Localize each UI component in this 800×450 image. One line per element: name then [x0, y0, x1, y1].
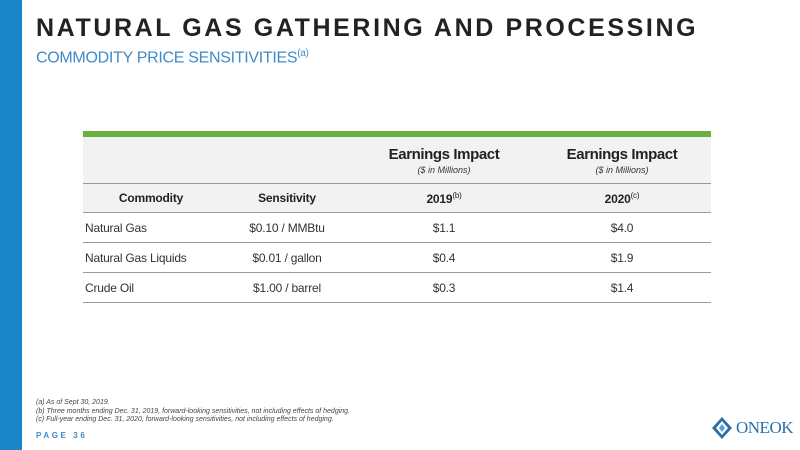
commodity-cell: Natural Gas Liquids: [83, 242, 219, 273]
impact-header-2019: Earnings Impact ($ in Millions): [355, 137, 533, 184]
column-footnote-marker: (c): [630, 190, 640, 200]
sensitivity-cell: $0.10 / MMBtu: [219, 212, 355, 243]
column-footnote-marker: (b): [452, 190, 462, 200]
commodity-cell: Natural Gas: [83, 212, 219, 243]
commodity-cell: Crude Oil: [83, 272, 219, 303]
page-number: PAGE 36: [36, 431, 88, 440]
footnote-a: (a) As of Sept 30, 2019.: [36, 399, 110, 406]
table-row: Natural Gas Liquids $0.01 / gallon $0.4 …: [83, 242, 711, 273]
impact-header-unit: ($ in Millions): [595, 164, 649, 175]
column-header-sensitivity: Sensitivity: [219, 183, 355, 213]
logo-wordmark: ONEOK: [736, 418, 794, 437]
sensitivity-table: Earnings Impact ($ in Millions) Earnings…: [83, 131, 711, 303]
footnotes: (a) As of Sept 30, 2019. (b) Three month…: [36, 399, 350, 425]
blank-header-cell: [219, 137, 355, 184]
oneok-logo-icon: [712, 417, 732, 439]
oneok-logo: ONEOK: [712, 417, 794, 439]
subtitle-text: COMMODITY PRICE SENSITIVITIES: [36, 49, 298, 67]
impact-2020-cell: $1.9: [533, 242, 711, 273]
impact-2019-cell: $1.1: [355, 212, 533, 243]
impact-2020-cell: $4.0: [533, 212, 711, 243]
table-row: Natural Gas $0.10 / MMBtu $1.1 $4.0: [83, 212, 711, 243]
column-header-2020: 2020(c): [533, 183, 711, 213]
blank-header-cell: [83, 137, 219, 184]
column-header-commodity: Commodity: [83, 183, 219, 213]
page-subtitle: COMMODITY PRICE SENSITIVITIES(a): [36, 48, 309, 67]
impact-header-row: Earnings Impact ($ in Millions) Earnings…: [83, 137, 711, 184]
impact-2020-cell: $1.4: [533, 272, 711, 303]
footnote-b: (b) Three months ending Dec. 31, 2019, f…: [36, 407, 351, 415]
column-header-row: Commodity Sensitivity 2019(b) 2020(c): [83, 183, 711, 213]
sensitivity-cell: $1.00 / barrel: [219, 272, 355, 303]
impact-2019-cell: $0.4: [355, 242, 533, 273]
column-header-label: Sensitivity: [258, 191, 316, 205]
impact-header-unit: ($ in Millions): [417, 164, 471, 175]
column-header-label: Commodity: [118, 191, 184, 205]
impact-header-label: Earnings Impact: [388, 145, 500, 163]
subtitle-footnote-marker: (a): [297, 48, 309, 59]
column-header-2019: 2019(b): [355, 183, 533, 213]
impact-header-2020: Earnings Impact ($ in Millions): [533, 137, 711, 184]
page-title: NATURAL GAS GATHERING AND PROCESSING: [36, 14, 699, 42]
table-top-rule: [83, 131, 711, 137]
footnote-c: (c) Full-year ending Dec. 31, 2020, forw…: [36, 416, 334, 423]
left-accent-bar: [0, 0, 22, 450]
table-row: Crude Oil $1.00 / barrel $0.3 $1.4: [83, 272, 711, 303]
impact-header-label: Earnings Impact: [566, 145, 678, 163]
column-header-label: 2019: [426, 191, 453, 206]
sensitivity-cell: $0.01 / gallon: [219, 242, 355, 273]
column-header-label: 2020: [604, 191, 631, 206]
impact-2019-cell: $0.3: [355, 272, 533, 303]
